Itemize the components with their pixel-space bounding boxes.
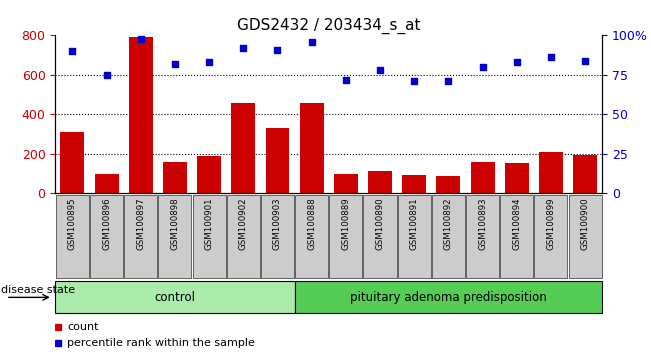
- Point: [204, 59, 214, 65]
- Point: [238, 45, 249, 51]
- Bar: [398, 195, 431, 278]
- Text: GSM100891: GSM100891: [409, 197, 419, 250]
- Text: GSM100892: GSM100892: [444, 197, 453, 250]
- Text: GSM100897: GSM100897: [136, 197, 145, 250]
- Bar: [197, 155, 221, 193]
- Bar: [368, 171, 392, 193]
- Text: count: count: [67, 321, 99, 332]
- Bar: [61, 132, 85, 193]
- Text: pituitary adenoma predisposition: pituitary adenoma predisposition: [350, 291, 547, 304]
- Bar: [466, 195, 499, 278]
- Bar: [56, 195, 89, 278]
- Point: [67, 48, 77, 54]
- Bar: [231, 103, 255, 193]
- Bar: [471, 162, 495, 193]
- Bar: [539, 152, 563, 193]
- Bar: [432, 195, 465, 278]
- Bar: [505, 164, 529, 193]
- Bar: [402, 175, 426, 193]
- Point: [409, 78, 419, 84]
- Text: GSM100888: GSM100888: [307, 197, 316, 250]
- Text: GSM100896: GSM100896: [102, 197, 111, 250]
- Text: GSM100889: GSM100889: [341, 197, 350, 250]
- Bar: [363, 195, 396, 278]
- Text: GSM100901: GSM100901: [204, 197, 214, 250]
- Text: control: control: [154, 291, 195, 304]
- Bar: [534, 195, 568, 278]
- Bar: [299, 103, 324, 193]
- Bar: [294, 281, 602, 313]
- Bar: [261, 195, 294, 278]
- Bar: [436, 176, 460, 193]
- Bar: [334, 174, 358, 193]
- Bar: [573, 155, 597, 193]
- Bar: [124, 195, 158, 278]
- Text: percentile rank within the sample: percentile rank within the sample: [67, 338, 255, 348]
- Bar: [193, 195, 226, 278]
- Point: [546, 55, 556, 60]
- Title: GDS2432 / 203434_s_at: GDS2432 / 203434_s_at: [237, 18, 421, 34]
- Point: [512, 59, 522, 65]
- Text: GSM100902: GSM100902: [239, 197, 248, 250]
- Text: GSM100900: GSM100900: [581, 197, 590, 250]
- Point: [375, 67, 385, 73]
- Text: GSM100894: GSM100894: [512, 197, 521, 250]
- Text: GSM100893: GSM100893: [478, 197, 487, 250]
- Text: GSM100899: GSM100899: [546, 197, 555, 250]
- Bar: [266, 128, 290, 193]
- Bar: [568, 195, 602, 278]
- Point: [135, 36, 146, 41]
- Point: [102, 72, 112, 78]
- Text: GSM100890: GSM100890: [376, 197, 385, 250]
- Bar: [163, 162, 187, 193]
- Bar: [295, 195, 328, 278]
- Bar: [158, 195, 191, 278]
- Point: [170, 61, 180, 67]
- Text: GSM100903: GSM100903: [273, 197, 282, 250]
- Point: [307, 39, 317, 45]
- Point: [580, 58, 590, 63]
- Text: GSM100895: GSM100895: [68, 197, 77, 250]
- Bar: [94, 174, 118, 193]
- Bar: [90, 195, 123, 278]
- Bar: [227, 195, 260, 278]
- Point: [340, 77, 351, 82]
- Text: disease state: disease state: [1, 285, 75, 295]
- Bar: [500, 195, 533, 278]
- Text: GSM100898: GSM100898: [171, 197, 180, 250]
- Point: [477, 64, 488, 70]
- Point: [443, 78, 454, 84]
- Bar: [329, 195, 363, 278]
- Bar: [129, 38, 153, 193]
- Bar: [55, 281, 294, 313]
- Point: [272, 47, 283, 52]
